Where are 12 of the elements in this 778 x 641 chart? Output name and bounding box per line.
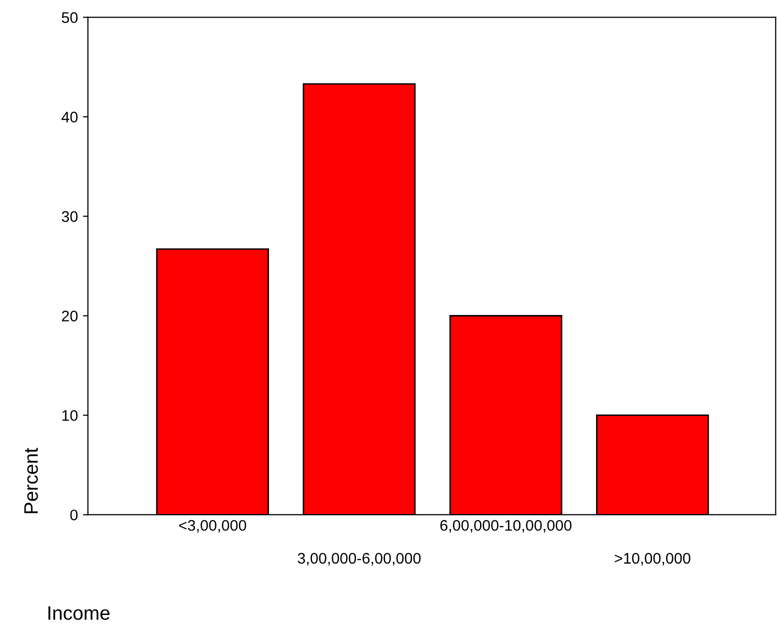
- y-tick-label: 20: [62, 310, 78, 322]
- x-axis-title: Income: [48, 606, 110, 620]
- y-tick-label: 40: [62, 112, 78, 122]
- y-axis-title: Percent: [24, 448, 38, 514]
- x-tick-label: >10,00,000: [614, 552, 690, 566]
- y-tick-label: 50: [62, 12, 78, 23]
- x-tick-label: <3,00,000: [179, 520, 246, 533]
- y-tick-label: 30: [62, 211, 78, 222]
- y-tick-label: 0: [70, 510, 78, 520]
- x-tick-label: 6,00,000-10,00,000: [440, 520, 572, 533]
- x-tick-label: 3,00,000-6,00,000: [298, 552, 421, 566]
- y-tick-label: 10: [62, 410, 78, 421]
